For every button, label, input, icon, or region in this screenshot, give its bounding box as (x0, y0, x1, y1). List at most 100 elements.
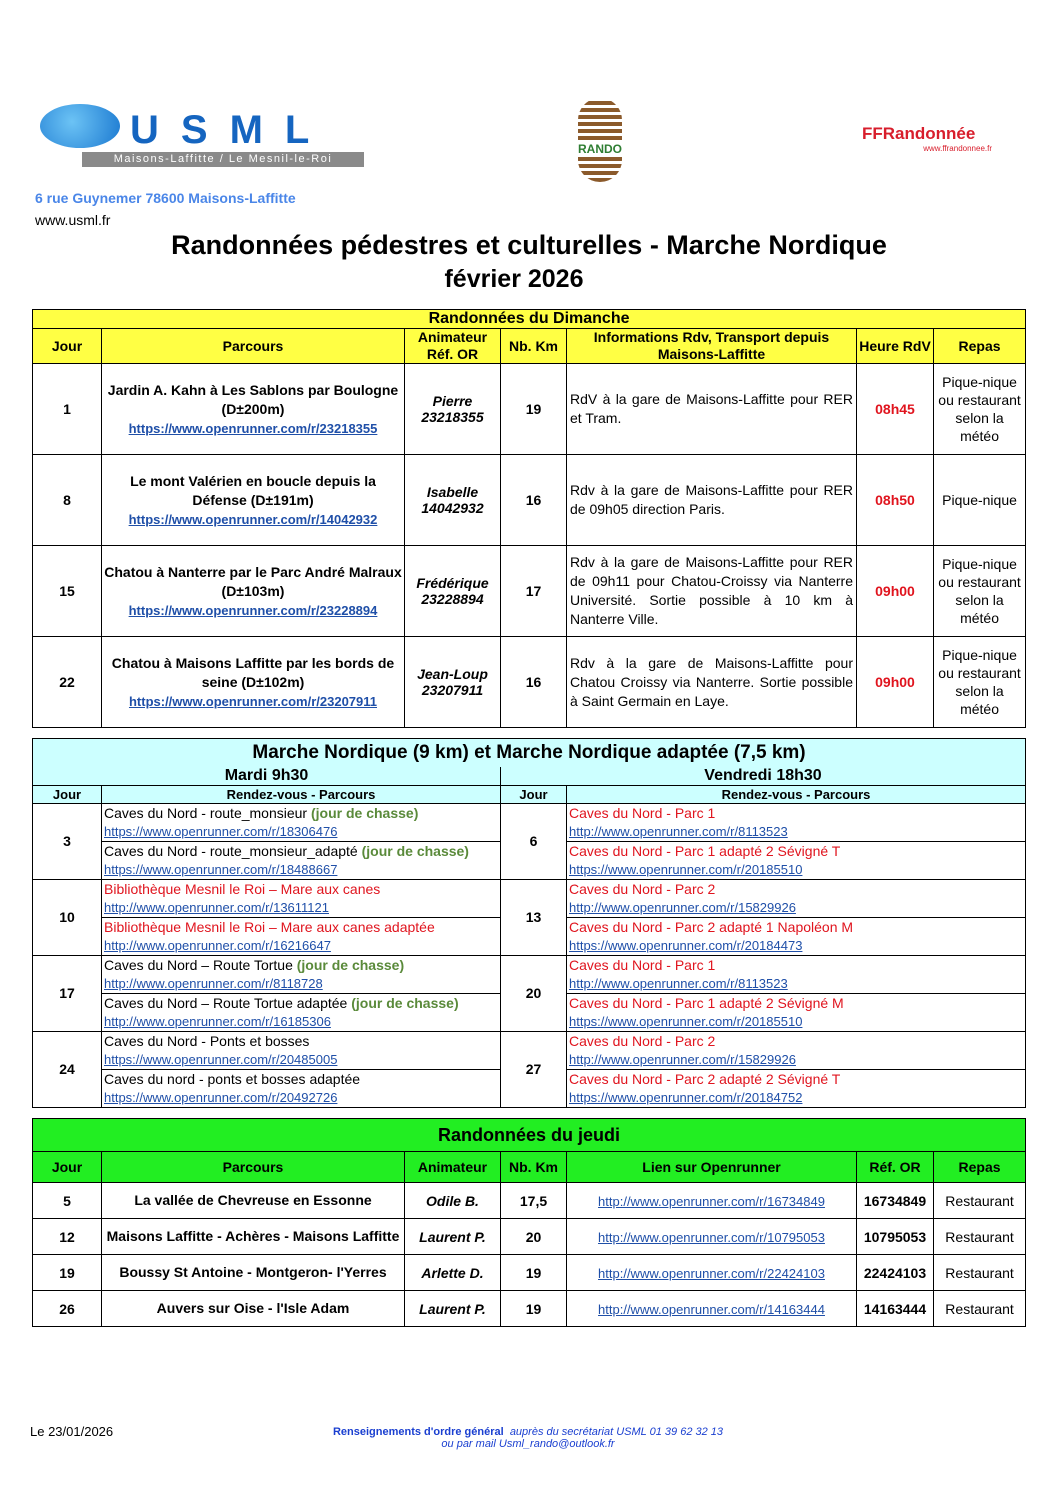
openrunner-ref: 10795053 (856, 1218, 934, 1255)
route-name: Chatou à Maisons Laffitte par les bords … (111, 654, 395, 690)
route: Chatou à Maisons Laffitte par les bords … (101, 636, 405, 728)
leader-ref: 14042932 (421, 500, 484, 516)
meeting-info: Rdv à la gare de Maisons-Laffitte pour R… (566, 545, 857, 637)
route-name: Caves du Nord - Parc 1 (569, 804, 716, 821)
route-link[interactable]: http://www.openrunner.com/r/8113523 (569, 823, 788, 839)
column-header: Animateur Réf. OR (404, 328, 501, 364)
distance: 19 (500, 1290, 567, 1327)
table-row: 8 Le mont Valérien en boucle depuis la Dé… (32, 454, 1027, 546)
hunting-note: (jour de chasse) (351, 994, 459, 1011)
route-link[interactable]: http://www.openrunner.com/r/15829926 (569, 899, 796, 915)
route: Maisons Laffitte - Achères - Maisons Laf… (101, 1218, 405, 1255)
column-header: Réf. OR (856, 1151, 934, 1183)
leader: Frédérique 23228894 (404, 545, 501, 637)
day: 1 (32, 363, 102, 455)
route: La vallée de Chevreuse en Essonne (101, 1182, 405, 1219)
route-link[interactable]: https://www.openrunner.com/r/18488667 (104, 861, 338, 877)
friday-day: 20 (500, 954, 567, 1032)
table-row: 24 Caves du Nord - Ponts et bosses https:/… (32, 1030, 1026, 1108)
route-link[interactable]: http://www.openrunner.com/r/8118728 (104, 975, 323, 991)
route-link[interactable]: https://www.openrunner.com/r/23218355 (128, 420, 378, 436)
column-header: Jour (32, 784, 102, 804)
route-link[interactable]: http://www.openrunner.com/r/8113523 (569, 975, 788, 991)
route: Auvers sur Oise - l'Isle Adam (101, 1290, 405, 1327)
sunday-table: Randonnées du Dimanche Jour Parcours Animat… (31, 309, 1027, 728)
hunting-note: (jour de chasse) (361, 842, 469, 859)
leader: Arlette D. (404, 1254, 501, 1291)
route-link[interactable]: http://www.openrunner.com/r/15829926 (569, 1051, 796, 1067)
friday-day: 13 (500, 878, 567, 956)
route-link[interactable]: https://www.openrunner.com/r/20184473 (569, 937, 803, 953)
leader-name: Jean-Loup (417, 666, 488, 682)
section-title: Randonnées du jeudi (31, 1118, 1027, 1152)
thursday-title-row: Randonnées du jeudi (31, 1118, 1027, 1152)
meal: Restaurant (932, 1218, 1027, 1255)
route-link[interactable]: http://www.openrunner.com/r/13611121 (104, 899, 329, 915)
section-title: Randonnées du Dimanche (31, 309, 1027, 329)
route-link[interactable]: https://www.openrunner.com/r/14042932 (128, 511, 378, 527)
leader-ref: 23218355 (421, 409, 484, 425)
route-link[interactable]: https://www.openrunner.com/r/20184752 (569, 1089, 803, 1105)
tuesday-day: 24 (32, 1030, 102, 1108)
ffrandonnee-logo: FFRandonnée www.ffrandonnee.fr (862, 124, 992, 153)
meeting-time: 08h45 (856, 363, 934, 455)
route-name: Caves du Nord - route_monsieur_adapté (104, 842, 358, 859)
distance: 16 (500, 636, 567, 728)
day: 12 (32, 1218, 102, 1255)
route-link[interactable]: http://www.openrunner.com/r/16734849 (598, 1193, 825, 1209)
route-link[interactable]: https://www.openrunner.com/r/23207911 (128, 693, 378, 709)
header-row: Jour Parcours Animateur Réf. OR Nb. Km Infor… (32, 328, 1027, 364)
route: Le mont Valérien en boucle depuis la Déf… (101, 454, 405, 546)
route-entry: Caves du Nord - Parc 2 http://www.openrun… (569, 1032, 1023, 1069)
meeting-info: RdV à la gare de Maisons-Laffitte pour R… (566, 363, 857, 455)
route-link[interactable]: http://www.openrunner.com/r/10795053 (598, 1229, 825, 1245)
column-header: Repas (932, 1151, 1027, 1183)
route-name: Caves du Nord - Parc 1 (569, 956, 716, 973)
leader-ref: 23228894 (421, 591, 484, 607)
route-entry: Caves du Nord - route_monsieur (jour de … (104, 804, 498, 841)
route-link[interactable]: http://www.openrunner.com/r/14163444 (598, 1301, 825, 1317)
nordic-days-row: Mardi 9h30 Vendredi 18h30 (32, 766, 1026, 786)
meeting-info: Rdv à la gare de Maisons-Laffitte pour C… (566, 636, 857, 728)
routes-cell: Caves du Nord - Parc 1 http://www.openrun… (566, 954, 1026, 1032)
route-name: Caves du Nord - Parc 2 (569, 880, 716, 897)
routes-cell: Caves du Nord - Parc 2 http://www.openrun… (566, 1030, 1026, 1108)
route-name: Caves du Nord - Parc 2 adapté 2 Sévigné … (569, 1070, 841, 1087)
route-link[interactable]: https://www.openrunner.com/r/20492726 (104, 1089, 338, 1105)
route-link[interactable]: https://www.openrunner.com/r/20185510 (569, 1013, 803, 1029)
route-entry: Bibliothèque Mesnil le Roi – Mare aux ca… (104, 880, 498, 917)
friday-day: 6 (500, 802, 567, 880)
column-header: Nb. Km (500, 328, 567, 364)
route-name: Bibliothèque Mesnil le Roi – Mare aux ca… (104, 880, 381, 897)
route: Boussy St Antoine - Montgeron- l'Yerres (101, 1254, 405, 1291)
leader-name: Frédérique (416, 575, 489, 591)
day: 8 (32, 454, 102, 546)
route-link-cell: http://www.openrunner.com/r/14163444 (566, 1290, 857, 1327)
meal: Pique-nique (932, 454, 1027, 546)
route-link[interactable]: https://www.openrunner.com/r/18306476 (104, 823, 338, 839)
route-name: Jardin A. Kahn à Les Sablons par Boulogn… (107, 381, 399, 417)
column-header: Animateur (404, 1151, 501, 1183)
route-link[interactable]: https://www.openrunner.com/r/20185510 (569, 861, 803, 877)
column-header: Informations Rdv, Transport depuis Maiso… (566, 328, 857, 364)
route-name: Caves du Nord - Parc 2 adapté 1 Napoléon… (569, 918, 854, 935)
leader: Isabelle 14042932 (404, 454, 501, 546)
meeting-info: Rdv à la gare de Maisons-Laffitte pour R… (566, 454, 857, 546)
routes-cell: Bibliothèque Mesnil le Roi – Mare aux ca… (101, 878, 501, 956)
route-link[interactable]: http://www.openrunner.com/r/16185306 (104, 1013, 331, 1029)
route-name: Caves du Nord - Parc 2 (569, 1032, 716, 1049)
route-link[interactable]: http://www.openrunner.com/r/16216647 (104, 937, 331, 953)
website[interactable]: www.usml.fr (35, 212, 111, 228)
route-name: Chatou à Nanterre par le Parc André Malr… (104, 563, 402, 599)
route-entry: Caves du Nord - Parc 2 adapté 1 Napoléon… (567, 916, 1025, 955)
hunting-note: (jour de chasse) (311, 804, 419, 821)
usml-logo: USML Maisons-Laffitte / Le Mesnil-le-Roi (40, 104, 370, 168)
route-link[interactable]: http://www.openrunner.com/r/22424103 (598, 1265, 825, 1281)
hunting-note: (jour de chasse) (296, 956, 405, 973)
route-link[interactable]: https://www.openrunner.com/r/20485005 (104, 1051, 338, 1067)
route-link[interactable]: https://www.openrunner.com/r/23228894 (128, 602, 378, 618)
rando-logo: RANDO (578, 98, 622, 182)
distance: 20 (500, 1218, 567, 1255)
route-name: Caves du Nord - Parc 1 adapté 2 Sévigné … (569, 842, 841, 859)
route-link-cell: http://www.openrunner.com/r/16734849 (566, 1182, 857, 1219)
